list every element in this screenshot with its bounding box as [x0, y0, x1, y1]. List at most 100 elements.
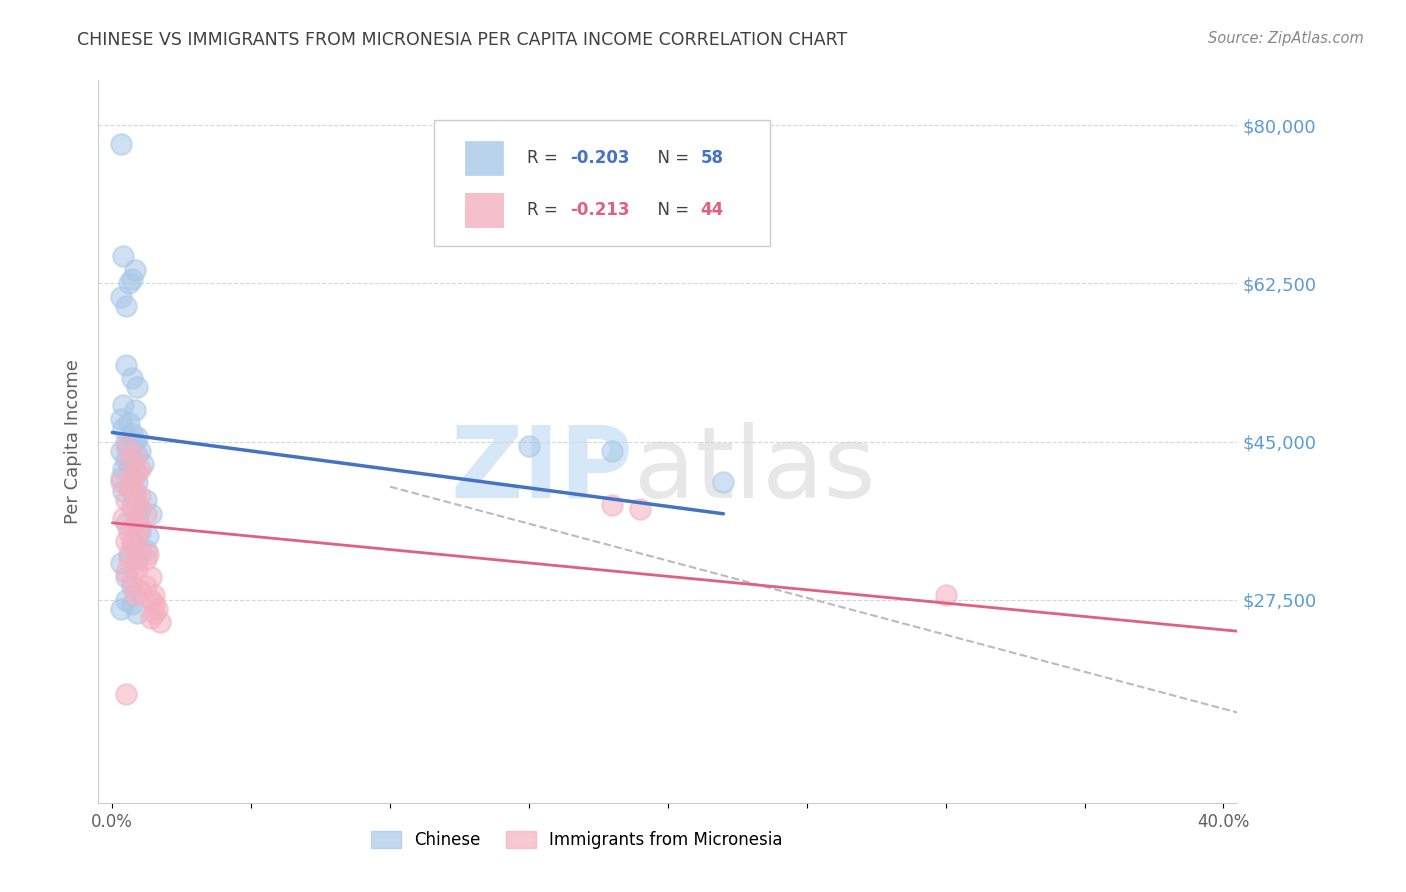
Point [135, 507, 157, 521]
Point [127, 511, 149, 525]
Text: 44: 44 [700, 202, 724, 219]
Point [129, 461, 152, 475]
Point [517, 439, 540, 453]
Point [127, 529, 149, 543]
Point [115, 516, 138, 530]
Text: N =: N = [647, 149, 695, 167]
Point [148, 615, 170, 630]
Point [115, 358, 138, 372]
Point [143, 588, 166, 602]
Point [112, 249, 135, 263]
Point [129, 443, 152, 458]
Point [141, 570, 163, 584]
Point [143, 597, 166, 611]
Point [127, 448, 149, 462]
FancyBboxPatch shape [434, 120, 770, 246]
Point [935, 588, 957, 602]
Point [124, 484, 146, 499]
Text: R =: R = [527, 149, 564, 167]
Point [115, 452, 138, 467]
Point [110, 290, 132, 304]
Point [118, 439, 141, 453]
Point [127, 606, 149, 620]
Point [141, 592, 163, 607]
Point [115, 592, 138, 607]
Point [628, 502, 651, 516]
Text: CHINESE VS IMMIGRANTS FROM MICRONESIA PER CAPITA INCOME CORRELATION CHART: CHINESE VS IMMIGRANTS FROM MICRONESIA PE… [77, 31, 848, 49]
Point [118, 452, 141, 467]
Point [115, 566, 138, 580]
Point [110, 557, 132, 571]
Point [135, 542, 157, 557]
Point [112, 484, 135, 499]
Point [121, 371, 143, 385]
Point [135, 493, 157, 508]
Point [121, 538, 143, 552]
Text: -0.203: -0.203 [571, 149, 630, 167]
Point [141, 507, 163, 521]
FancyBboxPatch shape [465, 141, 503, 175]
Point [600, 498, 623, 512]
Point [118, 417, 141, 431]
Point [112, 461, 135, 475]
Point [124, 434, 146, 449]
Point [110, 475, 132, 490]
Text: ZIP: ZIP [451, 422, 634, 519]
Point [115, 434, 138, 449]
Point [112, 398, 135, 412]
Point [121, 452, 143, 467]
Point [127, 475, 149, 490]
Point [129, 502, 152, 516]
Point [124, 403, 146, 417]
Point [115, 533, 138, 548]
Text: atlas: atlas [634, 422, 876, 519]
Point [112, 421, 135, 435]
Text: Source: ZipAtlas.com: Source: ZipAtlas.com [1208, 31, 1364, 46]
Point [115, 299, 138, 313]
Point [135, 579, 157, 593]
Point [124, 448, 146, 462]
Point [124, 466, 146, 480]
Point [141, 610, 163, 624]
Legend: Chinese, Immigrants from Micronesia: Chinese, Immigrants from Micronesia [364, 824, 789, 856]
Point [129, 520, 152, 534]
Point [713, 475, 735, 490]
Point [145, 601, 167, 615]
Point [121, 471, 143, 485]
Point [118, 480, 141, 494]
Point [118, 480, 141, 494]
Point [121, 272, 143, 286]
Point [115, 570, 138, 584]
Point [110, 471, 132, 485]
Point [118, 524, 141, 539]
Point [121, 498, 143, 512]
FancyBboxPatch shape [465, 193, 503, 227]
Point [127, 552, 149, 566]
Point [115, 439, 138, 453]
Point [118, 552, 141, 566]
Point [132, 457, 155, 471]
Text: R =: R = [527, 202, 564, 219]
Point [112, 511, 135, 525]
Point [127, 466, 149, 480]
Point [129, 524, 152, 539]
Point [121, 597, 143, 611]
Point [127, 430, 149, 444]
Point [124, 489, 146, 503]
Point [127, 380, 149, 394]
Point [124, 538, 146, 552]
Point [124, 588, 146, 602]
Text: -0.213: -0.213 [571, 202, 630, 219]
Y-axis label: Per Capita Income: Per Capita Income [65, 359, 83, 524]
Point [124, 516, 146, 530]
Point [121, 533, 143, 548]
Point [118, 548, 141, 562]
Point [110, 443, 132, 458]
Point [135, 552, 157, 566]
Point [127, 498, 149, 512]
Point [115, 493, 138, 508]
Point [110, 412, 132, 426]
Point [129, 542, 152, 557]
Point [600, 443, 623, 458]
Point [129, 489, 152, 503]
